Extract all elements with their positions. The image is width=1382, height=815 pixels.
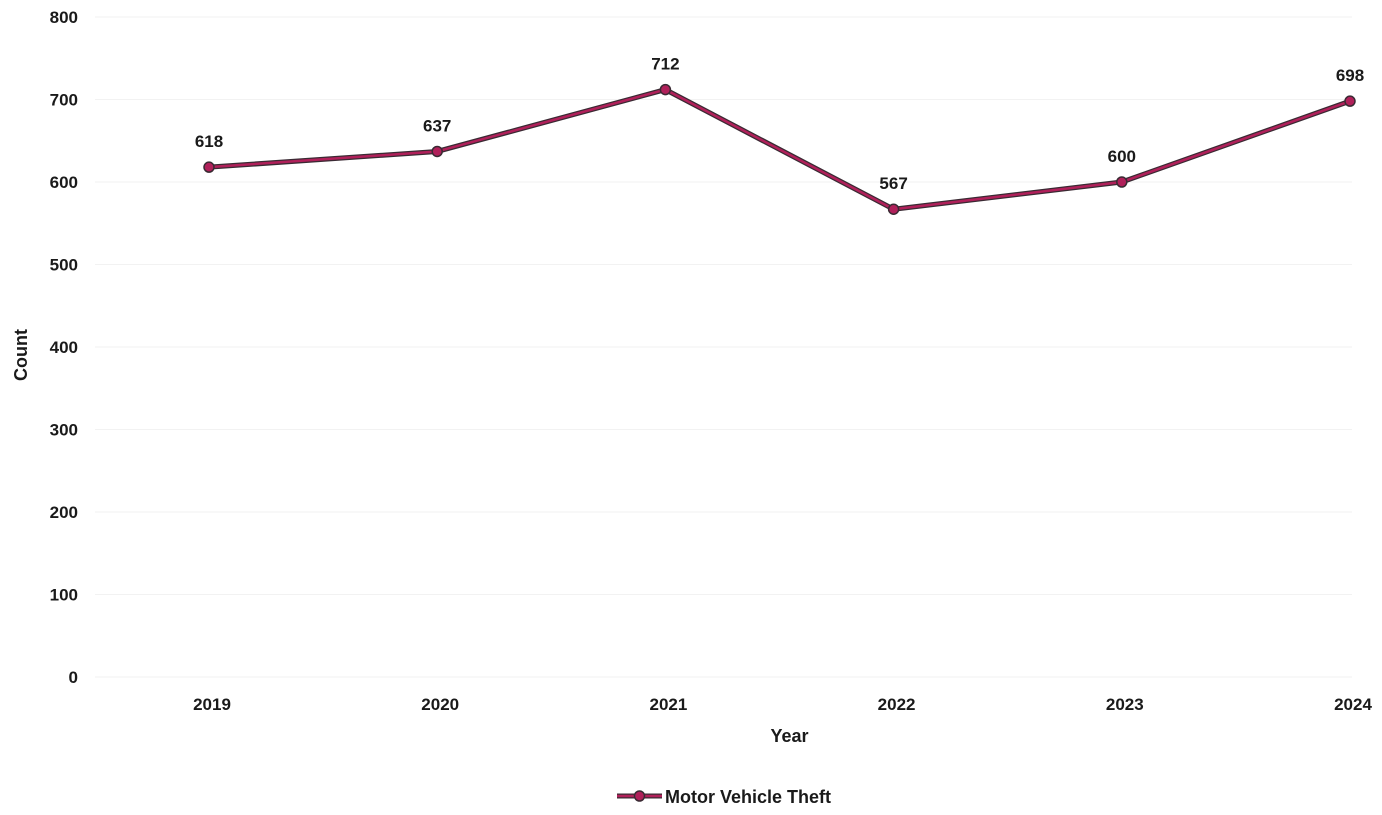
y-tick-label: 700: [50, 91, 78, 110]
x-tick-label: 2020: [421, 695, 459, 714]
gridlines: [95, 16, 1352, 678]
data-point: [203, 161, 215, 173]
data-label: 567: [879, 174, 907, 193]
x-axis-ticks: 2019 2020 2021 2022 2023 2024: [193, 695, 1372, 714]
x-axis-title: Year: [770, 726, 808, 746]
y-tick-label: 0: [69, 668, 78, 687]
y-tick-label: 400: [50, 338, 78, 357]
legend-label: Motor Vehicle Theft: [665, 787, 831, 807]
data-label: 637: [423, 116, 451, 135]
y-tick-label: 100: [50, 586, 78, 605]
x-tick-label: 2019: [193, 695, 231, 714]
data-point: [431, 145, 443, 158]
data-label: 600: [1108, 147, 1136, 166]
series-line: [208, 88, 1351, 211]
data-labels: 618 637 712 567 600 698: [195, 55, 1364, 194]
y-tick-label: 800: [50, 8, 78, 27]
y-axis-title: Count: [11, 329, 31, 381]
data-point: [1344, 95, 1356, 107]
legend: Motor Vehicle Theft: [617, 787, 831, 807]
data-label: 618: [195, 132, 223, 151]
data-point: [1116, 176, 1128, 188]
y-tick-label: 600: [50, 173, 78, 192]
x-tick-label: 2022: [878, 695, 916, 714]
data-label: 712: [651, 55, 679, 74]
series-line-group: [203, 83, 1356, 215]
y-axis-ticks: 0 100 200 300 400 500 600 700 800: [50, 8, 78, 687]
y-tick-label: 500: [50, 256, 78, 275]
y-tick-label: 200: [50, 503, 78, 522]
legend-marker: [633, 790, 646, 802]
data-label: 698: [1336, 66, 1364, 85]
y-tick-label: 300: [50, 421, 78, 440]
x-tick-label: 2024: [1334, 695, 1372, 714]
data-point: [659, 83, 672, 96]
x-tick-label: 2021: [649, 695, 687, 714]
data-point: [887, 203, 900, 215]
x-tick-label: 2023: [1106, 695, 1144, 714]
